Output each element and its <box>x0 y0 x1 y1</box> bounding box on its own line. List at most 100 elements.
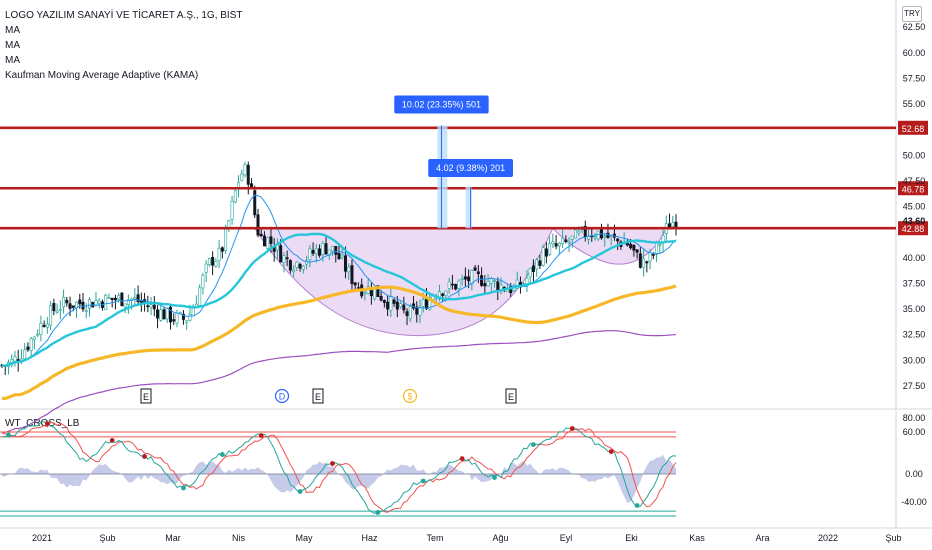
time-tick-label: Eki <box>625 533 638 543</box>
osc-tick-label: 0.00 <box>905 469 923 479</box>
currency-badge[interactable]: TRY <box>902 6 922 22</box>
candle-body <box>159 309 163 321</box>
candle-body <box>671 222 675 227</box>
chart-legend: LOGO YAZILIM SANAYİ VE TİCARET A.Ş., 1G,… <box>5 8 242 83</box>
candle-body <box>493 280 497 282</box>
osc-tick-label: -40.00 <box>901 497 927 507</box>
candle-body <box>78 299 82 305</box>
candle-body <box>269 236 273 244</box>
indicator-ma-1[interactable]: MA <box>5 25 20 36</box>
cross-dot <box>375 510 381 515</box>
candle-body <box>29 338 33 351</box>
earnings-marker-label: E <box>508 392 514 402</box>
candle-body <box>583 225 587 237</box>
indicator-ma-2[interactable]: MA <box>5 40 20 51</box>
ma-mid-line <box>1 232 677 367</box>
candle-body <box>528 268 532 278</box>
time-tick-label: Mar <box>165 533 181 543</box>
time-tick-label: 2022 <box>818 533 838 543</box>
candle-body <box>382 300 386 303</box>
candle-body <box>467 276 471 282</box>
price-tick-label: 47.50 <box>903 176 926 186</box>
candle-body <box>402 304 406 311</box>
candle-body <box>648 252 652 262</box>
candle-body <box>52 303 56 312</box>
ma-slow-line <box>1 284 677 401</box>
resistance-label-bg <box>898 221 928 236</box>
kama-line <box>1 329 677 434</box>
candle-body <box>593 236 597 239</box>
candle-body <box>444 290 448 296</box>
osc-tick-label: 60.00 <box>903 427 926 437</box>
last-price-label: 43.60 <box>903 216 926 226</box>
candle-body <box>32 336 36 340</box>
osc-tick-label: 80.00 <box>903 413 926 423</box>
earnings-marker-label: E <box>315 392 321 402</box>
candle-body <box>638 253 642 268</box>
candle-body <box>149 304 153 308</box>
candle-body <box>347 266 351 273</box>
candle-body <box>450 283 454 286</box>
candle-body <box>68 303 72 309</box>
candle-body <box>567 241 571 244</box>
candle-body <box>49 305 53 326</box>
candle-body <box>314 248 318 255</box>
candle-body <box>603 235 607 238</box>
price-tick-label: 32.50 <box>903 330 926 340</box>
candle-body <box>298 263 302 269</box>
resistance-price-label: 46.78 <box>902 184 925 194</box>
candle-body <box>55 310 59 313</box>
candle-body <box>538 260 542 266</box>
indicator-ma-3[interactable]: MA <box>5 55 20 66</box>
candle-body <box>211 256 215 266</box>
measure-label: 4.02 (9.38%) 201 <box>436 163 505 173</box>
oscillator-title[interactable]: WT_CROSS_LB <box>5 418 80 429</box>
price-tick-label: 60.00 <box>903 48 926 58</box>
cross-dot <box>181 485 186 491</box>
candle-body <box>632 244 636 251</box>
price-tick-label: 62.50 <box>903 22 926 32</box>
measure-label-bg <box>394 95 489 114</box>
candle-body <box>447 281 451 289</box>
time-tick-label: Şub <box>885 533 901 543</box>
candle-body <box>496 281 500 292</box>
candle-body <box>376 285 380 297</box>
indicator-kama[interactable]: Kaufman Moving Average Adaptive (KAMA) <box>5 70 199 81</box>
candle-body <box>356 287 360 289</box>
time-tick-label: Şub <box>99 533 115 543</box>
cross-dot <box>258 433 264 438</box>
candle-body <box>136 294 140 303</box>
resistance-price-label: 52.68 <box>902 124 925 134</box>
candle-body <box>253 190 257 216</box>
candle-body <box>544 248 548 257</box>
candle-body <box>318 248 322 256</box>
candle-body <box>169 306 173 323</box>
candle-body <box>262 235 266 247</box>
candle-body <box>23 349 27 359</box>
candle-body <box>399 303 403 308</box>
candle-body <box>340 254 344 258</box>
candle-body <box>395 301 399 310</box>
candle-body <box>635 249 639 253</box>
candle-body <box>266 237 270 249</box>
candle-body <box>483 283 487 287</box>
candle-body <box>217 247 221 261</box>
candle-body <box>658 244 662 246</box>
symbol-title[interactable]: LOGO YAZILIM SANAYİ VE TİCARET A.Ş., 1G,… <box>5 10 243 21</box>
candle-body <box>224 228 228 251</box>
candle-body <box>301 265 305 270</box>
candle-body <box>331 246 335 252</box>
time-tick-label: Nis <box>232 533 245 543</box>
candle-body <box>457 280 461 289</box>
candle-body <box>308 248 312 260</box>
candle-body <box>629 243 633 249</box>
candle-body <box>84 310 88 312</box>
measure-label: 10.02 (23.35%) 501 <box>402 100 481 110</box>
time-tick-label: 2021 <box>32 533 52 543</box>
candle-body <box>405 311 409 316</box>
candle-body <box>655 241 659 255</box>
candle-body <box>243 163 247 176</box>
candle-body <box>165 307 169 320</box>
candle-body <box>156 309 160 319</box>
